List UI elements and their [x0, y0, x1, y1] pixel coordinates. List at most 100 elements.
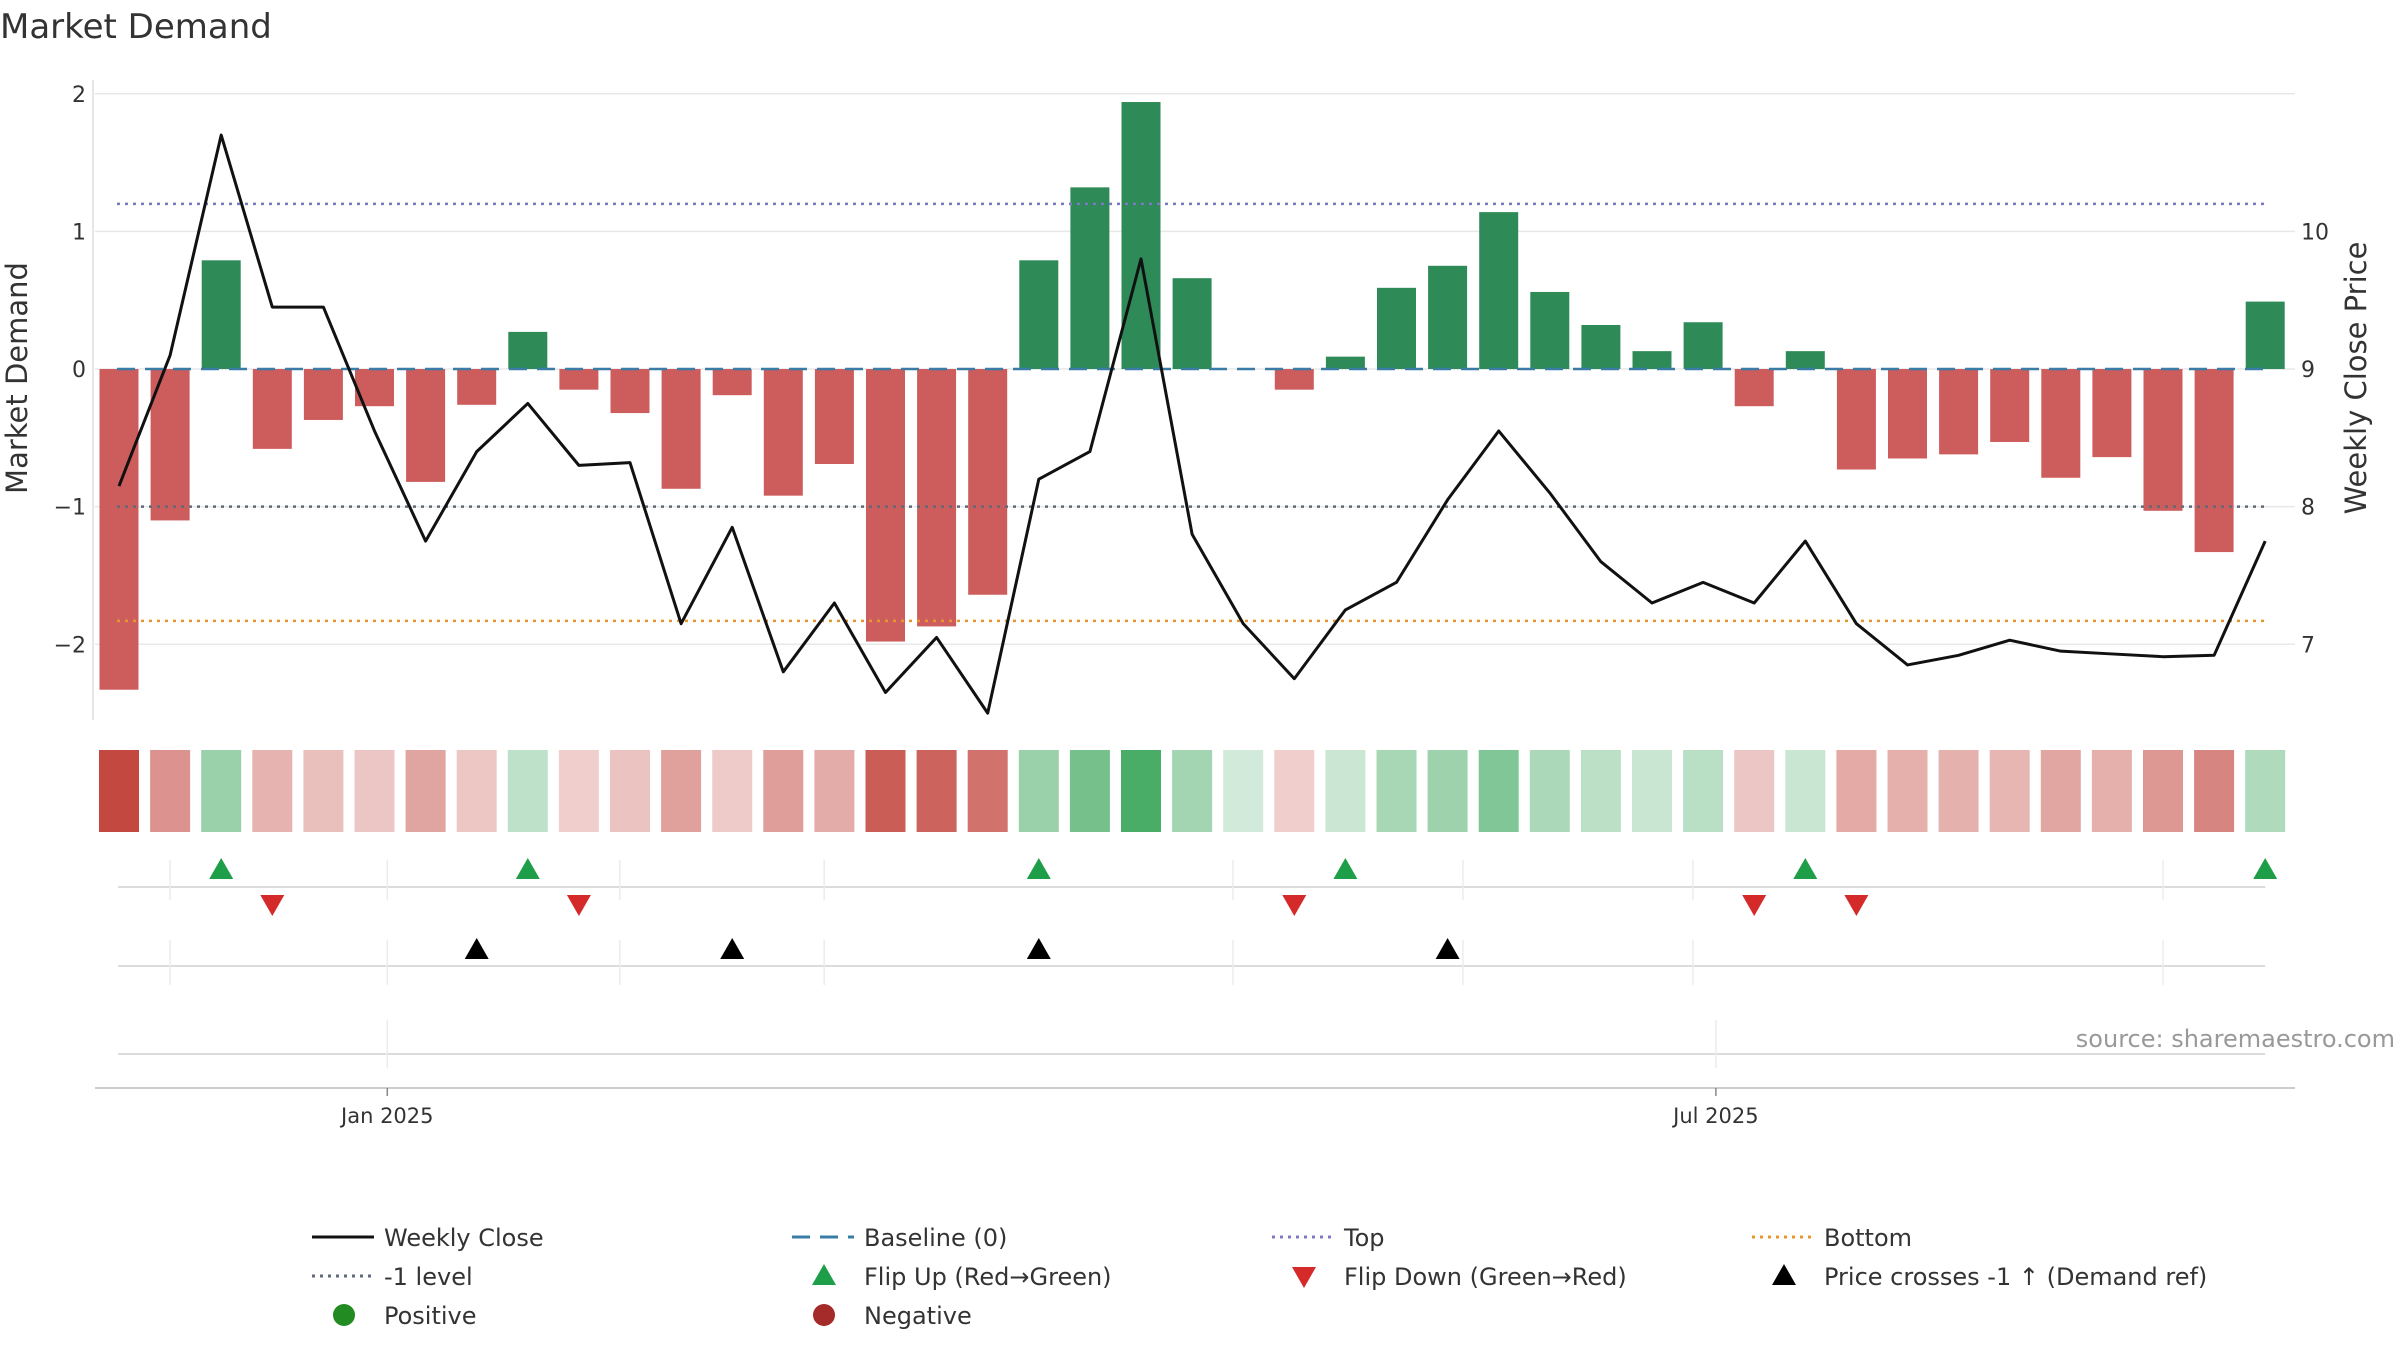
legend-label: Positive: [384, 1302, 477, 1330]
demand-bar: [457, 369, 497, 405]
heat-cell: [150, 750, 191, 832]
demand-bar: [1019, 260, 1059, 370]
heat-cell: [2194, 750, 2235, 832]
heat-cell: [712, 750, 753, 832]
heat-cell: [1223, 750, 1264, 832]
demand-bar: [1325, 356, 1365, 370]
y-tick-label: 2: [72, 83, 86, 108]
legend-label: Flip Up (Red→Green): [864, 1263, 1112, 1291]
heat-cell: [1172, 750, 1213, 832]
demand-bar: [814, 369, 854, 464]
heat-cell: [1478, 750, 1519, 832]
flip-up-marker: [209, 858, 234, 879]
demand-bar: [99, 369, 139, 690]
heat-cell: [558, 750, 599, 832]
demand-bar: [1632, 351, 1672, 370]
demand-bar: [1836, 369, 1876, 470]
heat-cell: [1785, 750, 1826, 832]
demand-bar: [2143, 369, 2183, 511]
heat-cell: [1069, 750, 1110, 832]
heat-cell: [1427, 750, 1468, 832]
weekly-close-line: [117, 133, 2267, 715]
demand-bar: [1530, 291, 1570, 370]
legend: Weekly Close Baseline (0) Top Bottom -1 leve…: [312, 1224, 2207, 1330]
y-tick-label: −1: [54, 496, 86, 521]
flip-up-marker: [2253, 858, 2278, 879]
demand-bar: [1888, 369, 1927, 459]
demand-bar: [968, 369, 1008, 595]
demand-bar: [1939, 369, 1979, 455]
heat-cell: [252, 750, 293, 832]
demand-bar: [1377, 287, 1416, 370]
heat-cell: [1121, 750, 1161, 832]
legend-label: Baseline (0): [864, 1224, 1007, 1252]
legend-swatch: [813, 1304, 835, 1326]
demand-bar: [1428, 265, 1468, 370]
y-tick-label: 0: [72, 358, 86, 383]
demand-bar: [508, 331, 548, 370]
flip-down-marker: [566, 895, 591, 916]
demand-bar: [1274, 369, 1314, 390]
demand-bar: [252, 369, 292, 449]
heat-cell: [1632, 750, 1672, 832]
flip-down-marker: [260, 895, 285, 916]
demand-bar: [2194, 369, 2234, 553]
heat-cell: [1836, 750, 1877, 832]
legend-label: Flip Down (Green→Red): [1344, 1263, 1627, 1291]
heat-cell: [916, 750, 957, 832]
demand-bar: [1990, 369, 2030, 442]
heat-cell: [763, 750, 804, 832]
heat-cell: [354, 750, 395, 832]
legend-swatch: [1772, 1264, 1796, 1285]
demand-bar: [2245, 301, 2285, 370]
demand-bar: [406, 369, 446, 482]
demand-bar: [1172, 278, 1212, 370]
flip-up-marker: [515, 858, 540, 879]
heat-cell: [201, 750, 242, 832]
demand-bar: [1581, 324, 1621, 370]
demand-bar: [1683, 322, 1723, 370]
legend-swatch: [1292, 1267, 1316, 1288]
demand-bar: [559, 369, 599, 390]
heat-cell: [1938, 750, 1979, 832]
demand-bar: [2041, 369, 2081, 478]
heat-cell: [2040, 750, 2081, 832]
demand-bar: [150, 369, 190, 521]
heat-cell: [610, 750, 650, 832]
chart-title: Market Demand: [0, 7, 272, 47]
heat-cell: [1274, 750, 1315, 832]
source-note: source: sharemaestro.com: [2076, 1025, 2395, 1053]
x-tick-label: Jul 2025: [1671, 1104, 1758, 1128]
heat-cell: [1376, 750, 1417, 832]
heat-cell: [1529, 750, 1570, 832]
flip-up-marker: [1793, 858, 1818, 879]
heat-cell: [303, 750, 344, 832]
y-tick-label: −2: [54, 633, 86, 658]
legend-label: Top: [1343, 1224, 1385, 1252]
demand-bar: [303, 369, 343, 420]
reference-lines: [117, 202, 2268, 623]
x-tick-label: Jan 2025: [339, 1104, 434, 1128]
demand-bar: [1785, 351, 1825, 370]
y2-tick-label: 9: [2301, 358, 2315, 383]
y-tick-label: 1: [72, 220, 86, 245]
heat-cell: [2245, 750, 2286, 832]
heat-cell: [661, 750, 702, 832]
y2-tick-label: 10: [2301, 220, 2329, 245]
heat-cell: [2091, 750, 2132, 832]
heat-cell: [1989, 750, 2030, 832]
demand-bar: [201, 260, 241, 370]
heat-cell: [814, 750, 855, 832]
flip-down-marker: [1844, 895, 1869, 916]
heat-cell: [2143, 750, 2183, 832]
legend-label: Negative: [864, 1302, 972, 1330]
demand-bars: [99, 102, 2285, 690]
event-markers: Jan 2025 Jul 2025: [95, 858, 2295, 1128]
legend-swatch: [812, 1264, 836, 1285]
heat-cell: [405, 750, 446, 832]
price-cross-marker: [464, 938, 489, 959]
demand-bar: [610, 369, 650, 414]
legend-label: Price crosses -1 ↑ (Demand ref): [1824, 1263, 2207, 1291]
flip-up-marker: [1333, 858, 1358, 879]
heat-cell: [967, 750, 1008, 832]
